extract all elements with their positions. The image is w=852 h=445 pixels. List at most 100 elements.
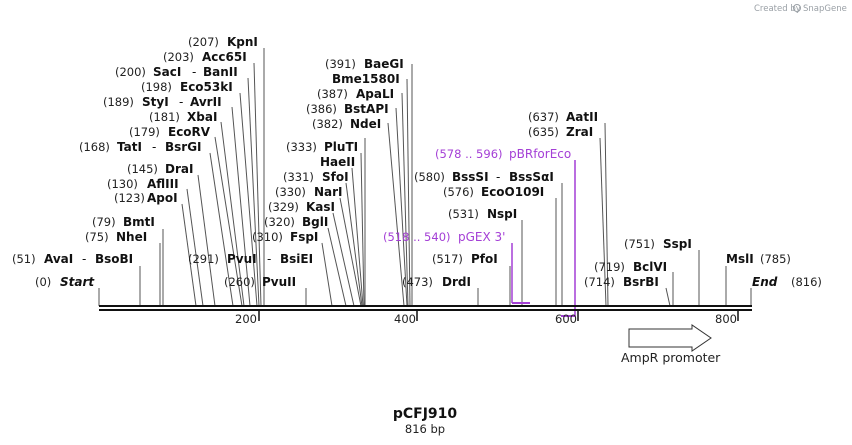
site-alt-name: BsiEI: [280, 252, 313, 266]
ampr-promoter-arrow[interactable]: [628, 324, 712, 352]
site-name: AatII: [566, 110, 598, 124]
site-pos: (635): [528, 125, 559, 139]
site-pos: (576): [443, 185, 474, 199]
site-pos: (382): [312, 117, 343, 131]
site-pos: (785): [760, 252, 791, 266]
site-name: SfoI: [322, 170, 349, 184]
site-name: XbaI: [187, 110, 217, 124]
site-alt-name: BssSαI: [509, 170, 554, 184]
site-pos: (79): [92, 215, 116, 229]
site-pos: (719): [594, 260, 625, 274]
leader-line: [387, 122, 405, 307]
map-title: pCFJ910: [393, 406, 458, 422]
site-pos: (198): [141, 80, 172, 94]
primer-pgex-name: pGEX 3': [458, 230, 505, 244]
tick-label-400: 400: [394, 312, 416, 326]
leader-line: [360, 152, 365, 307]
site-name: Eco53kI: [180, 80, 233, 94]
leader-line: [339, 197, 362, 307]
site-separator: -: [267, 252, 271, 266]
site-name: HaeII: [320, 155, 355, 169]
leader-line: [181, 203, 197, 307]
site-name: StyI: [142, 95, 169, 109]
site-name: PvuII: [262, 275, 296, 289]
site-name: BstAPI: [344, 102, 389, 116]
leader-line: [401, 92, 409, 307]
site-separator: -: [192, 65, 196, 79]
site-pos: (130): [107, 177, 138, 191]
site-name: EcoRV: [168, 125, 211, 139]
site-pos: (386): [306, 102, 337, 116]
site-pos: (531): [448, 207, 479, 221]
leader-line: [604, 122, 609, 307]
site-pos: (330): [275, 185, 306, 199]
site-pos: (637): [528, 110, 559, 124]
site-name: BaeGI: [364, 57, 404, 71]
dna-backbone: [99, 305, 752, 311]
site-pos: (517): [432, 252, 463, 266]
leader-line: [247, 77, 260, 307]
site-name: ZraI: [566, 125, 593, 139]
site-pos: (207): [188, 35, 219, 49]
leader-line: [395, 107, 408, 307]
site-name: BsrBI: [623, 275, 659, 289]
site-name: FspI: [290, 230, 318, 244]
leader-line: [214, 136, 243, 307]
site-name: SspI: [663, 237, 692, 251]
tick-label-200: 200: [235, 312, 257, 326]
site-pos: (123): [114, 191, 145, 205]
site-name: AflIII: [147, 177, 179, 191]
site-pos: (329): [268, 200, 299, 214]
leader-line: [351, 167, 364, 307]
site-pos: (168): [79, 140, 110, 154]
primer-pbr-range: (578 .. 596): [435, 147, 503, 161]
site-pos: (203): [163, 50, 194, 64]
site-name: Bme1580I: [332, 72, 400, 86]
site-name: BglI: [302, 215, 328, 229]
site-name: AvaI: [44, 252, 73, 266]
ruler: 200 400 600 800: [235, 311, 739, 326]
site-separator: -: [152, 140, 156, 154]
site-labels: (0) Start (51) AvaI - BsoBI (75) NheI (7…: [12, 35, 822, 289]
site-name: PfoI: [471, 252, 498, 266]
site-name: PvuI: [227, 252, 257, 266]
site-separator: -: [82, 252, 86, 266]
site-pos: (580): [414, 170, 445, 184]
site-pos: (51): [12, 252, 36, 266]
site-leader-lines: [98, 48, 752, 307]
site-alt-name: BsrGI: [165, 140, 202, 154]
site-pos: (310): [252, 230, 283, 244]
leader-line: [239, 92, 258, 307]
site-pos: (200): [115, 65, 146, 79]
site-name: BclVI: [633, 260, 667, 274]
site-name: NheI: [116, 230, 147, 244]
site-name: KpnI: [227, 35, 258, 49]
site-pos: (291): [188, 252, 219, 266]
leader-line: [209, 152, 234, 307]
leader-line: [345, 182, 363, 307]
site-pos: (333): [286, 140, 317, 154]
leader-line: [406, 78, 411, 307]
site-name: DrdI: [442, 275, 471, 289]
feature-ampr-promoter[interactable]: AmpR promoter: [621, 324, 721, 365]
primer-pgex-range: (518 .. 540): [383, 230, 451, 244]
site-pos: (714): [584, 275, 615, 289]
site-pos: (75): [85, 230, 109, 244]
snapgene-logo-icon: [793, 4, 801, 12]
site-pos: (181): [149, 110, 180, 124]
leader-line: [332, 212, 355, 307]
site-name: BmtI: [123, 215, 155, 229]
site-name: ApaLI: [356, 87, 394, 101]
primer-pbr-name: pBRforEco: [509, 147, 571, 161]
site-name: EcoO109I: [481, 185, 544, 199]
credit-text: Created by: [754, 4, 801, 14]
site-pos: (816): [791, 275, 822, 289]
ampr-promoter-label: AmpR promoter: [621, 350, 721, 365]
tick-label-800: 800: [715, 312, 737, 326]
site-pos: (189): [103, 95, 134, 109]
leader-line: [186, 188, 204, 307]
site-pos: (473): [402, 275, 433, 289]
site-pos: (260): [224, 275, 255, 289]
snapgene-credit: Created by SnapGene: [754, 4, 847, 14]
leader-line: [231, 106, 251, 307]
